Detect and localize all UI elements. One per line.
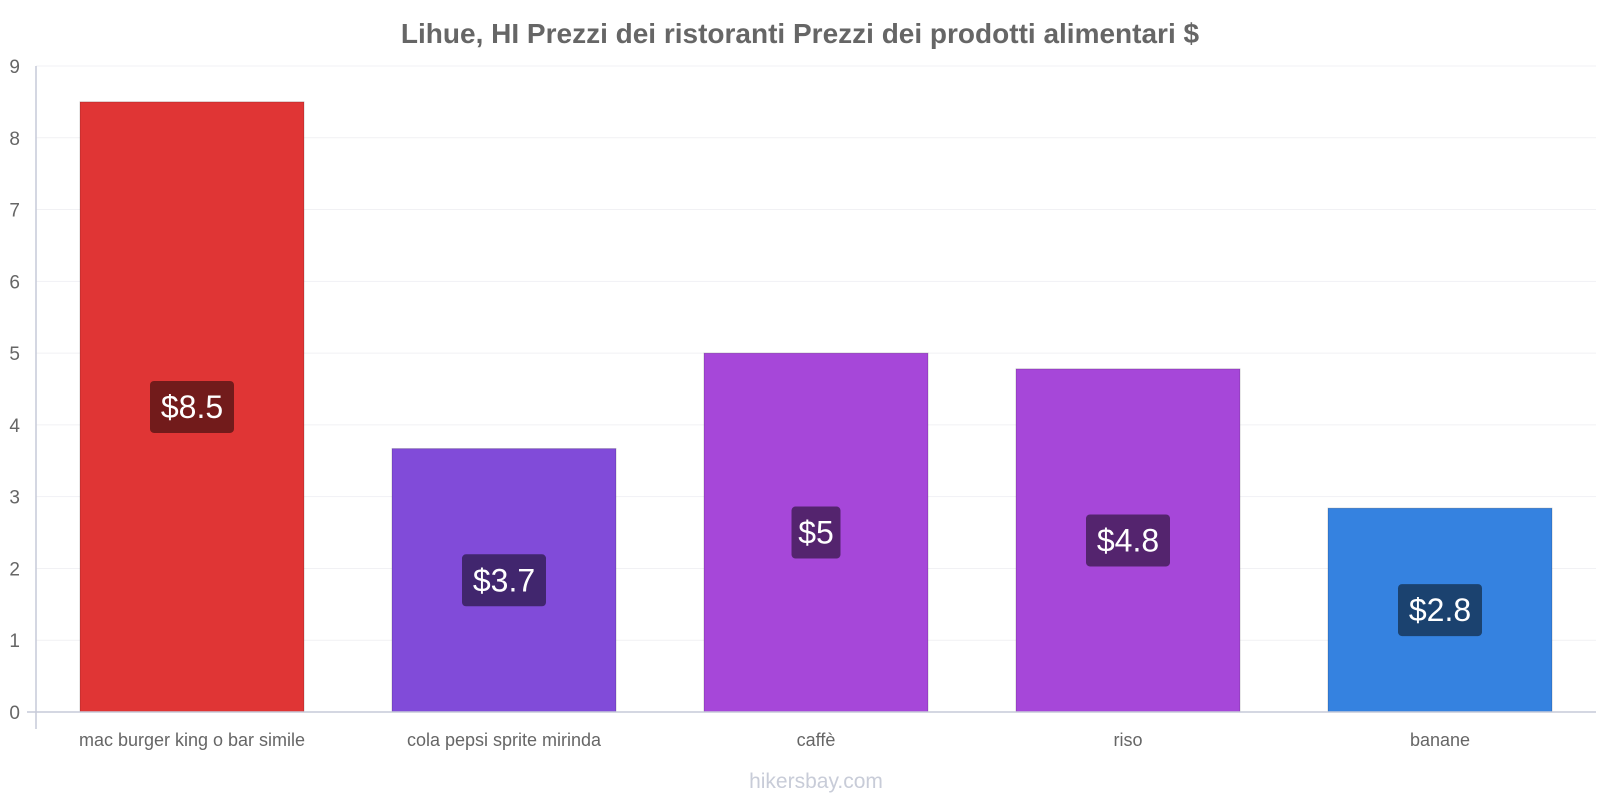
x-axis-labels: mac burger king o bar simile cola pepsi s…	[79, 730, 1470, 750]
y-tick-label: 6	[9, 272, 20, 293]
value-label-box	[1086, 514, 1170, 567]
value-label-box	[1398, 584, 1482, 637]
y-tick-label: 5	[9, 344, 20, 365]
value-label-box	[150, 380, 234, 433]
x-tick-label: banane	[1410, 730, 1470, 750]
bar	[79, 101, 305, 713]
y-tick-label: 9	[9, 57, 20, 78]
y-tick-label: 0	[9, 703, 20, 724]
value-label: $4.8	[1097, 522, 1159, 558]
y-tick-label: 4	[9, 416, 20, 437]
value-label: $3.7	[473, 562, 535, 598]
value-label: $8.5	[161, 389, 223, 425]
y-tick-label: 3	[9, 488, 20, 509]
value-label: $5	[798, 515, 834, 551]
watermark: hikersbay.com	[749, 770, 883, 793]
value-label-box	[791, 506, 841, 559]
value-labels: $8.5 $3.7 $5 $4.8 $2.8	[150, 380, 1482, 637]
y-axis-ticks: 0 1 2 3 4 5 6 7 8 9	[9, 57, 20, 724]
bars	[79, 101, 1553, 713]
x-tick-label: riso	[1113, 730, 1142, 750]
y-tick-label: 1	[9, 631, 20, 652]
value-label: $2.8	[1409, 592, 1471, 628]
x-tick-label: cola pepsi sprite mirinda	[407, 730, 602, 750]
y-tick-label: 2	[9, 559, 20, 580]
y-tick-label: 8	[9, 129, 20, 150]
chart-title: Lihue, HI Prezzi dei ristoranti Prezzi d…	[401, 18, 1200, 49]
x-tick-label: caffè	[797, 730, 836, 750]
x-tick-label: mac burger king o bar simile	[79, 730, 305, 750]
value-label-box	[462, 554, 546, 607]
y-tick-label: 7	[9, 201, 20, 222]
